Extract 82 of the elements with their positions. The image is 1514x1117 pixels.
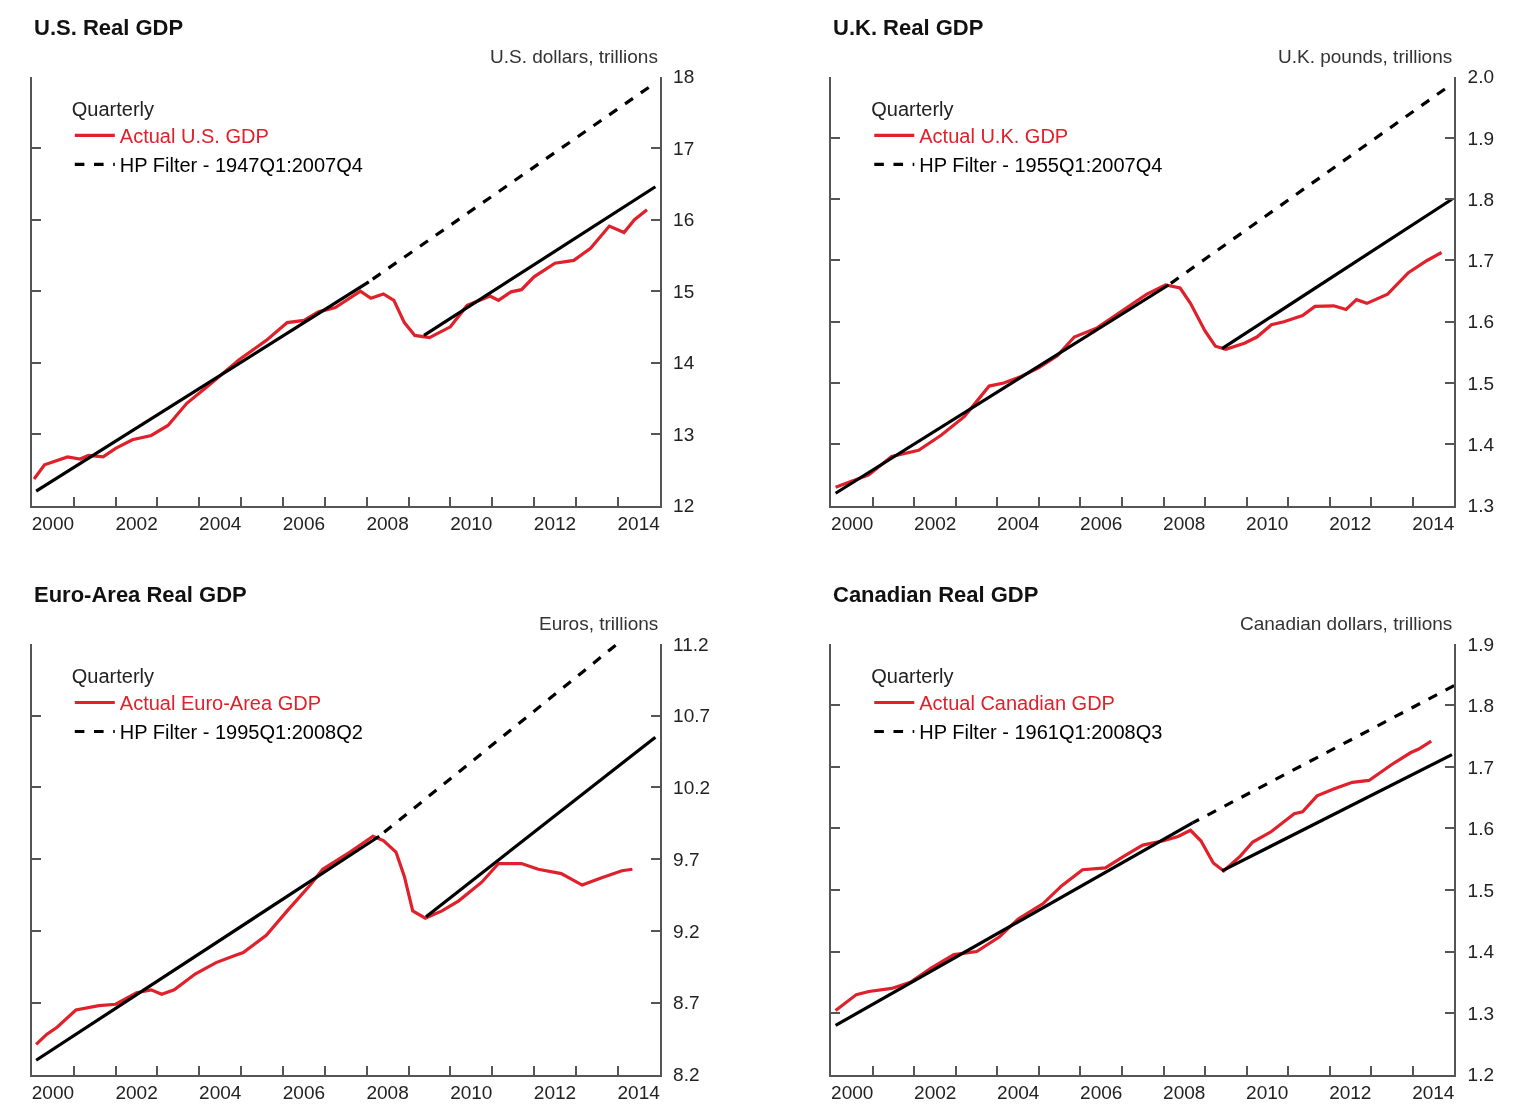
y-tick-label: 14 — [673, 352, 695, 374]
x-tick-label: 2004 — [199, 1082, 242, 1104]
x-tick-label: 2010 — [450, 513, 493, 535]
x-tick-label: 2004 — [997, 513, 1040, 535]
y-tick-label: 17 — [673, 137, 695, 159]
y-tick-label: 1.2 — [1467, 1064, 1495, 1086]
y-tick-label: 2.0 — [1467, 66, 1495, 88]
y-tick-label: 12 — [673, 495, 695, 517]
legend-label: HP Filter - 1995Q1:2008Q2 — [119, 721, 363, 744]
y-tick-label: 1.4 — [1467, 941, 1495, 963]
y-axis-title: Canadian dollars, trillions — [1240, 613, 1453, 634]
y-tick-label: 1.7 — [1467, 756, 1495, 778]
legend-title: Quarterly — [871, 665, 954, 688]
y-tick-label: 1.4 — [1467, 433, 1495, 455]
y-tick-label: 1.3 — [1467, 495, 1495, 517]
legend-label: Actual U.S. GDP — [119, 125, 269, 148]
x-tick-label: 2010 — [1246, 1082, 1289, 1104]
x-tick-label: 2002 — [115, 513, 158, 535]
x-tick-label: 2014 — [1412, 513, 1455, 535]
legend-label: HP Filter - 1947Q1:2007Q4 — [119, 154, 363, 177]
x-tick-label: 2008 — [1163, 1082, 1206, 1104]
x-tick-label: 2012 — [533, 1082, 577, 1104]
x-tick-label: 2000 — [831, 513, 874, 535]
y-axis-title: Euros, trillions — [539, 613, 659, 634]
x-tick-label: 2004 — [199, 513, 242, 535]
x-tick-label: 2010 — [1246, 513, 1289, 535]
y-tick-label: 9.2 — [673, 920, 700, 942]
legend-title: Quarterly — [71, 97, 155, 120]
y-tick-label: 18 — [673, 66, 695, 88]
y-tick-label: 1.9 — [1467, 633, 1495, 655]
x-tick-label: 2008 — [1163, 513, 1206, 535]
y-tick-label: 1.8 — [1467, 188, 1495, 210]
y-tick-label: 1.8 — [1467, 695, 1495, 717]
y-tick-label: 9.7 — [673, 848, 700, 870]
x-tick-label: 2006 — [1080, 1082, 1123, 1104]
x-tick-label: 2012 — [1329, 513, 1372, 535]
x-tick-label: 2014 — [617, 513, 661, 535]
x-tick-label: 2000 — [31, 513, 75, 535]
x-tick-label: 2002 — [914, 1082, 957, 1104]
y-axis-title: U.K. pounds, trillions — [1278, 46, 1453, 67]
x-tick-label: 2000 — [831, 1082, 874, 1104]
x-tick-label: 2006 — [282, 513, 326, 535]
x-tick-label: 2002 — [115, 1082, 158, 1104]
y-tick-label: 1.7 — [1467, 250, 1495, 272]
x-tick-label: 2000 — [31, 1082, 75, 1104]
y-tick-label: 16 — [673, 209, 695, 231]
legend-label: Actual U.K. GDP — [919, 125, 1069, 148]
legend-title: Quarterly — [71, 665, 155, 688]
x-tick-label: 2004 — [997, 1082, 1040, 1104]
legend-label: Actual Canadian GDP — [919, 692, 1115, 715]
y-tick-label: 1.6 — [1467, 311, 1495, 333]
chart-title: Canadian Real GDP — [833, 582, 1039, 607]
y-tick-label: 15 — [673, 280, 695, 302]
legend-label: HP Filter - 1961Q1:2008Q3 — [919, 721, 1163, 744]
legend-label: Actual Euro-Area GDP — [119, 692, 322, 715]
chart-title: U.S. Real GDP — [34, 15, 184, 40]
x-tick-label: 2006 — [1080, 513, 1123, 535]
y-axis-title: U.S. dollars, trillions — [490, 46, 658, 67]
x-tick-label: 2012 — [533, 513, 577, 535]
y-tick-label: 1.5 — [1467, 879, 1495, 901]
legend-title: Quarterly — [871, 97, 954, 120]
x-tick-label: 2014 — [1412, 1082, 1455, 1104]
x-tick-label: 2010 — [450, 1082, 493, 1104]
y-tick-label: 13 — [673, 423, 695, 445]
y-tick-label: 10.2 — [673, 777, 711, 799]
y-tick-label: 1.3 — [1467, 1002, 1495, 1024]
chart-title: Euro-Area Real GDP — [34, 582, 247, 607]
x-tick-label: 2008 — [366, 1082, 409, 1104]
x-tick-label: 2012 — [1329, 1082, 1372, 1104]
x-tick-label: 2002 — [914, 513, 957, 535]
y-tick-label: 8.7 — [673, 992, 700, 1014]
y-tick-label: 11.2 — [673, 633, 709, 655]
chart-title: U.K. Real GDP — [833, 15, 984, 40]
y-tick-label: 8.2 — [673, 1064, 700, 1086]
x-tick-label: 2006 — [282, 1082, 326, 1104]
y-tick-label: 1.9 — [1467, 127, 1495, 149]
y-tick-label: 1.5 — [1467, 372, 1495, 394]
y-tick-label: 10.7 — [673, 705, 711, 727]
legend-label: HP Filter - 1955Q1:2007Q4 — [919, 154, 1163, 177]
y-tick-label: 1.6 — [1467, 818, 1495, 840]
x-tick-label: 2008 — [366, 513, 409, 535]
x-tick-label: 2014 — [617, 1082, 661, 1104]
